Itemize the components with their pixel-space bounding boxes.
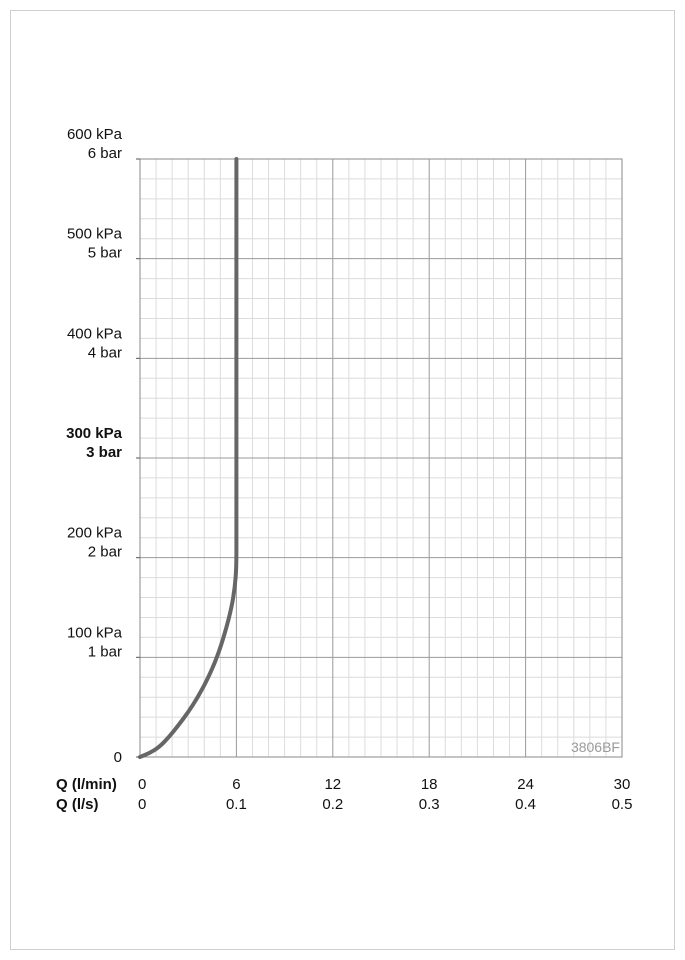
curves bbox=[138, 157, 239, 759]
x-tick-label: 0.5 bbox=[612, 796, 633, 813]
y-tick-label: 400 kPa bbox=[67, 325, 123, 342]
x-tick-label: 0.1 bbox=[226, 796, 247, 813]
y-tick-label: 4 bar bbox=[88, 344, 122, 361]
y-tick-label: 5 bar bbox=[88, 245, 122, 262]
y-tick-label: 600 kPa bbox=[67, 126, 123, 143]
x-tick-label: 0 bbox=[138, 796, 146, 813]
x-tick-label: 6 bbox=[232, 776, 240, 793]
y-tick-label: 6 bar bbox=[88, 145, 122, 162]
y-tick-label: 3 bar bbox=[86, 444, 122, 461]
x-tick-label: 18 bbox=[421, 776, 438, 793]
x-axis-row-label: Q (l/s) bbox=[56, 796, 99, 813]
y-tick-label: 200 kPa bbox=[67, 525, 123, 542]
y-axis-ticks: 0 100 kPa 1 bar 200 kPa 2 bar 300 kPa 3 bar 400… bbox=[66, 126, 140, 766]
y-tick-label: 500 kPa bbox=[67, 226, 123, 243]
y-tick-label: 2 bar bbox=[88, 544, 122, 561]
x-tick-label: 0.2 bbox=[322, 796, 343, 813]
y-tick-label: 300 kPa bbox=[66, 425, 123, 442]
x-tick-label: 0.4 bbox=[515, 796, 536, 813]
code-label: 3806BF bbox=[571, 739, 620, 755]
x-tick-label: 30 bbox=[614, 776, 631, 793]
x-tick-label: 0 bbox=[138, 776, 146, 793]
x-tick-label: 0.3 bbox=[419, 796, 440, 813]
x-tick-label: 24 bbox=[517, 776, 534, 793]
flow-curve bbox=[138, 157, 239, 759]
x-axis-row-label: Q (l/min) bbox=[56, 776, 117, 793]
page-frame bbox=[10, 10, 675, 950]
x-axis-ticks: Q (l/min) 0 6 12 18 24 30 Q (l/s) 0 0.1 0.2 0.3 0.4 0… bbox=[56, 776, 632, 813]
y-tick-label: 0 bbox=[114, 749, 122, 766]
x-tick-label: 12 bbox=[324, 776, 341, 793]
y-tick-label: 100 kPa bbox=[67, 624, 123, 641]
y-tick-label: 1 bar bbox=[88, 643, 122, 660]
